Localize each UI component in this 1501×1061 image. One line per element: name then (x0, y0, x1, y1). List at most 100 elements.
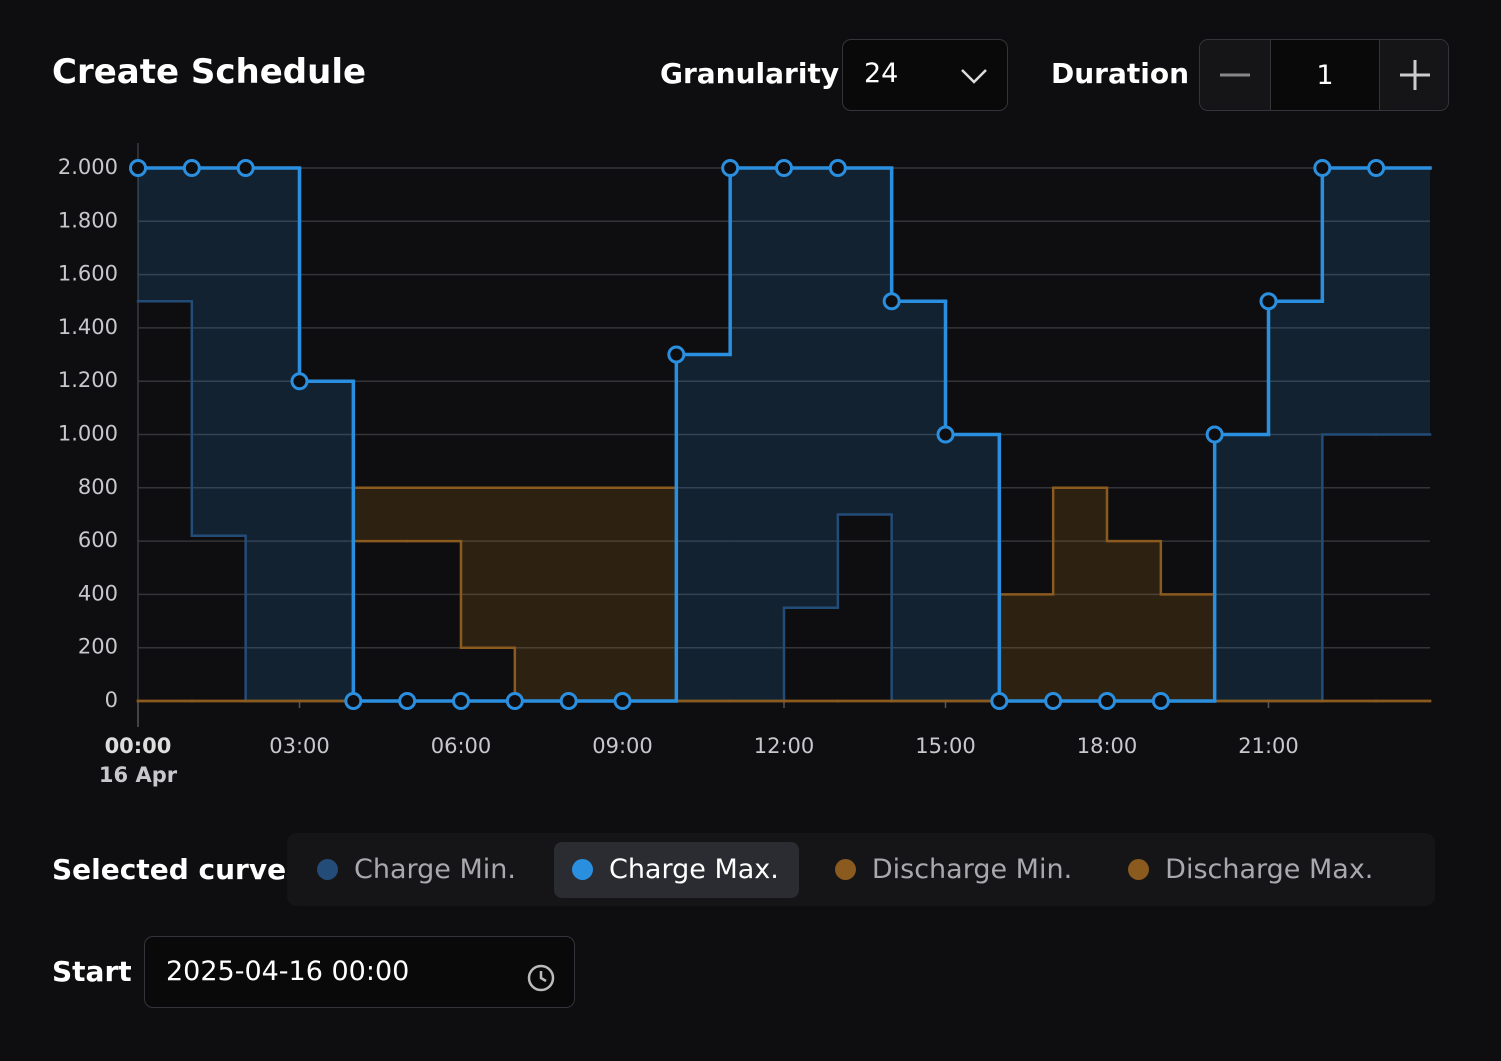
point-marker (505, 692, 524, 710)
decrement-button[interactable] (1200, 40, 1271, 110)
range-band (1322, 168, 1377, 435)
range-band (945, 434, 1000, 701)
range-band (191, 168, 246, 536)
point-marker (828, 159, 847, 177)
range-band (1268, 301, 1323, 701)
legend-label: Selected curve (52, 853, 287, 886)
point-marker (1098, 692, 1116, 710)
curve-option[interactable]: Discharge Min. (817, 842, 1092, 898)
range-band (299, 381, 354, 701)
x-tick-label: 00:00 (105, 734, 172, 758)
range-band (1376, 168, 1430, 435)
x-tick-label: 03:00 (269, 734, 330, 758)
y-tick-label: 0 (105, 688, 118, 712)
x-tick-label: 09:00 (592, 734, 653, 758)
point-marker (398, 692, 417, 710)
start-value: 2025-04-16 00:00 (166, 956, 410, 987)
legend-swatch (1128, 859, 1150, 880)
y-tick-label: 2.000 (58, 155, 118, 179)
curve-option[interactable]: Charge Min. (299, 842, 536, 898)
range-band (1053, 487, 1107, 701)
range-band (461, 487, 515, 648)
y-tick-label: 1.600 (58, 262, 118, 286)
granularity-label: Granularity (660, 57, 840, 90)
minus-icon (1220, 73, 1250, 77)
y-tick-label: 600 (78, 528, 118, 552)
range-band (891, 301, 946, 701)
y-tick-label: 800 (78, 475, 118, 499)
point-marker (559, 692, 578, 710)
range-band (245, 168, 300, 701)
range-band (999, 594, 1054, 701)
x-tick-label: 12:00 (754, 734, 815, 758)
y-tick-label: 1.000 (58, 422, 118, 446)
legend-label: Charge Max. (608, 854, 779, 885)
range-band (353, 487, 408, 542)
date-label: 16 Apr (99, 763, 178, 787)
duration-value[interactable]: 1 (1316, 59, 1334, 91)
range-band (784, 168, 838, 608)
x-tick-label: 15:00 (915, 734, 976, 758)
curve-option[interactable]: Charge Max. (553, 841, 799, 898)
y-tick-label: 200 (78, 635, 118, 659)
point-marker (1205, 425, 1224, 444)
y-tick-label: 1.400 (58, 315, 118, 339)
point-marker (1151, 692, 1170, 710)
range-band (837, 168, 892, 515)
y-tick-label: 1.200 (58, 368, 118, 392)
legend-swatch (571, 859, 593, 880)
curve-selector: Charge Min. Charge Max. Discharge Min. Disc… (287, 833, 1435, 906)
point-marker (936, 425, 955, 444)
clock-icon (527, 964, 555, 992)
y-tick-label: 1.800 (58, 208, 118, 232)
curve-option[interactable]: Discharge Max. (1110, 842, 1393, 898)
range-band (1214, 434, 1269, 701)
title: Create Schedule (52, 52, 367, 92)
point-marker (1259, 292, 1278, 311)
duration-label: Duration (1051, 57, 1190, 90)
point-marker (613, 692, 632, 710)
granularity-select[interactable]: 24 (842, 39, 1008, 111)
point-marker (990, 692, 1009, 710)
range-band (568, 487, 623, 701)
granularity-value: 24 (864, 58, 899, 89)
point-marker (129, 159, 147, 177)
point-marker (882, 292, 901, 311)
range-band (138, 168, 192, 302)
legend-label: Charge Min. (354, 854, 516, 885)
point-marker (1367, 159, 1386, 177)
start-label: Start (52, 955, 132, 988)
point-marker (452, 692, 470, 710)
y-tick-label: 400 (78, 581, 118, 605)
point-marker (290, 372, 309, 391)
point-marker (721, 159, 740, 177)
point-marker (667, 345, 686, 364)
point-marker (1044, 692, 1063, 710)
point-marker (1313, 159, 1332, 177)
x-tick-label: 21:00 (1238, 734, 1299, 758)
range-band (1107, 541, 1161, 701)
point-marker (236, 159, 255, 177)
plus-icon (1400, 60, 1430, 90)
range-band (407, 487, 461, 542)
point-marker (775, 159, 793, 177)
legend-label: Discharge Min. (871, 854, 1073, 885)
range-band (730, 168, 784, 701)
legend-swatch (834, 859, 856, 880)
x-tick-label: 18:00 (1077, 734, 1138, 758)
chart: 0 200 400 600 800 1.000 1.200 1.400 1.600 1.800 2.… (58, 143, 1432, 787)
legend-label: Discharge Max. (1165, 854, 1374, 885)
range-band (676, 354, 731, 701)
start-input[interactable]: 2025-04-16 00:00 (144, 936, 575, 1008)
duration-stepper: 1 (1199, 39, 1449, 111)
chevron-icon (961, 69, 987, 84)
range-band (622, 487, 677, 701)
point-marker (182, 159, 201, 177)
point-marker (344, 692, 363, 710)
increment-button[interactable] (1379, 40, 1448, 110)
legend-swatch (317, 859, 338, 880)
x-tick-label: 06:00 (431, 734, 492, 758)
range-band (514, 487, 569, 701)
range-band (1160, 594, 1215, 701)
